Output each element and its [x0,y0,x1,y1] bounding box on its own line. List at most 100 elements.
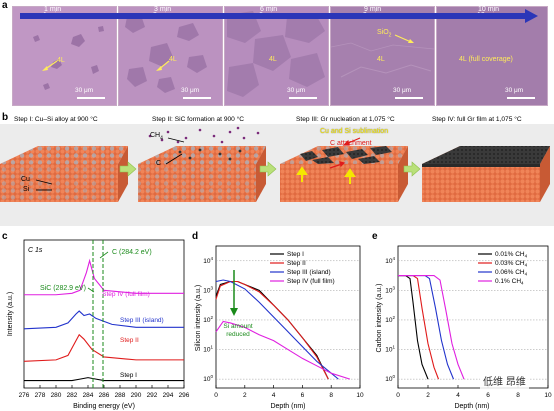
layer-label-10min: 4L (full coverage) [459,56,513,63]
si-label: Si [23,186,30,193]
silicon-ylabel: Silicon intensity (a.u.) [195,285,202,352]
cu-label: Cu [21,176,30,183]
step-2-slab [138,126,266,202]
micrograph-3min: 3 min 4L 30 μm [118,6,223,106]
carbon-series-1 [398,275,429,380]
panel-letter-d: d [192,231,199,242]
timeline-label-6min: 6 min [260,6,278,13]
panel-letter-b: b [2,112,9,123]
c1s-tag: C 1s [28,247,43,254]
xps-series-2 [23,333,184,362]
silicon-ytick-label: 104 [203,256,213,265]
xps-xtick-label: 288 [115,392,126,399]
series-label-step3: Step III (island) [120,317,164,324]
micrograph-9min: 9 min SiO2 4L 30 μm [330,6,435,106]
silicon-series-3 [215,279,339,380]
label-pointers [35,137,185,191]
panel-letter-a: a [2,0,8,11]
sio2-label: SiO2 [377,29,392,39]
step-3-title: Step III: Gr nucleation at 1,075 °C [296,116,395,123]
carbon-xtick-label: 0 [396,392,400,399]
carbon-ytick-label: 100 [385,374,395,383]
silicon-xtick-label: 0 [214,392,218,399]
carbon-ytick-label: 101 [385,345,395,354]
panel-letter-e: e [372,231,378,242]
scale-label: 30 μm [287,87,306,94]
xps-xtick-label: 282 [67,392,78,399]
series-label-step1: Step I [120,372,137,379]
sic-peak-pointer [87,287,95,293]
c-atom-label: C [156,160,162,167]
step-2-title: Step II: SiC formation at 900 °C [152,116,245,123]
xps-xtick-label: 278 [35,392,46,399]
micrograph-10min-image [437,7,547,105]
carbon-ylabel: Carbon intensity (a.u.) [376,284,383,353]
ch4-label: CH4 [150,132,163,142]
c-peak-pointer [99,251,109,259]
carbon-ytick-label: 103 [385,285,395,294]
carbon-xtick-label: 2 [426,392,430,399]
silicon-legend: Step I Step II Step III (island) Step IV… [270,251,335,285]
silicon-ytick-label: 101 [203,345,213,354]
step-4-title: Step IV: full Gr film at 1,075 °C [432,116,522,123]
layer-label-1min: 4L [57,57,65,64]
micrograph-3min-image [119,7,222,105]
carbon-plot-frame [397,245,549,389]
xps-xtick-label: 290 [131,392,142,399]
scale-label: 30 μm [181,87,200,94]
scale-bar [507,97,535,99]
carbon-legend: 0.01% CH4 0.03% CH4 0.06% CH4 0.1% CH4 [478,251,528,286]
xps-plot-frame [23,239,185,389]
carbon-xtick-label: 6 [486,392,490,399]
reduction-arrowhead-icon [230,308,238,316]
c-peak-label: C (284.2 eV) [112,249,152,256]
pointer-arrow-icon [42,60,58,71]
silicon-ytick-label: 102 [203,315,213,324]
carbon-ytick-label: 104 [385,256,395,265]
carbon-ytick-label: 102 [385,315,395,324]
scale-bar [77,97,105,99]
legend-step3: Step III (island) [287,269,331,276]
xps-series-3 [23,310,184,330]
silicon-xtick-label: 2 [243,392,247,399]
silicon-xtick-label: 4 [272,392,276,399]
legend-001: 0.01% CH4 [495,251,528,259]
xps-xtick-label: 296 [179,392,190,399]
xps-ylabel: Intensity (a.u.) [7,292,14,336]
panel-letter-c: c [2,231,8,242]
layer-label-6min: 4L [269,56,277,63]
micrograph-1min-image [13,7,116,105]
legend-step1: Step I [287,251,304,258]
micrograph-1min: 1 min 4L 30 μm [12,6,117,106]
micrograph-9min-image [331,7,434,105]
scale-bar [395,97,423,99]
watermark: 低维 昂维 [480,372,529,389]
scale-label: 30 μm [393,87,412,94]
legend-006: 0.06% CH4 [495,269,528,277]
timeline-label-10min: 10 min [478,6,500,13]
silicon-series-2 [215,280,329,380]
scale-label: 30 μm [75,87,94,94]
step-3-slab [280,137,408,202]
scale-label: 30 μm [505,87,524,94]
timeline-label-9min: 9 min [364,6,382,13]
xps-xtick-label: 276 [19,392,30,399]
series-label-step2: Step II [120,337,139,344]
layer-label-3min: 4L [169,56,177,63]
annotation-line1: Si amount [223,323,252,330]
silicon-xtick-label: 6 [301,392,305,399]
silicon-xlabel: Depth (nm) [270,403,305,410]
silicon-xtick-label: 10 [356,392,364,399]
xps-xtick-label: 284 [83,392,94,399]
pointer-arrow-icon [394,34,414,43]
attachment-label: C attachment [330,140,372,147]
legend-003: 0.03% CH4 [495,260,528,268]
scale-bar [183,97,211,99]
silicon-ytick-label: 103 [203,285,213,294]
silicon-xtick-label: 8 [329,392,333,399]
xps-chart: 276 278 280 282 284 286 288 290 292 294 296 C 1s S… [7,239,190,410]
layer-label-9min: 4L [377,56,385,63]
legend-01: 0.1% CH4 [495,278,524,286]
process-arrows [119,161,421,177]
growth-schematic [0,124,554,226]
